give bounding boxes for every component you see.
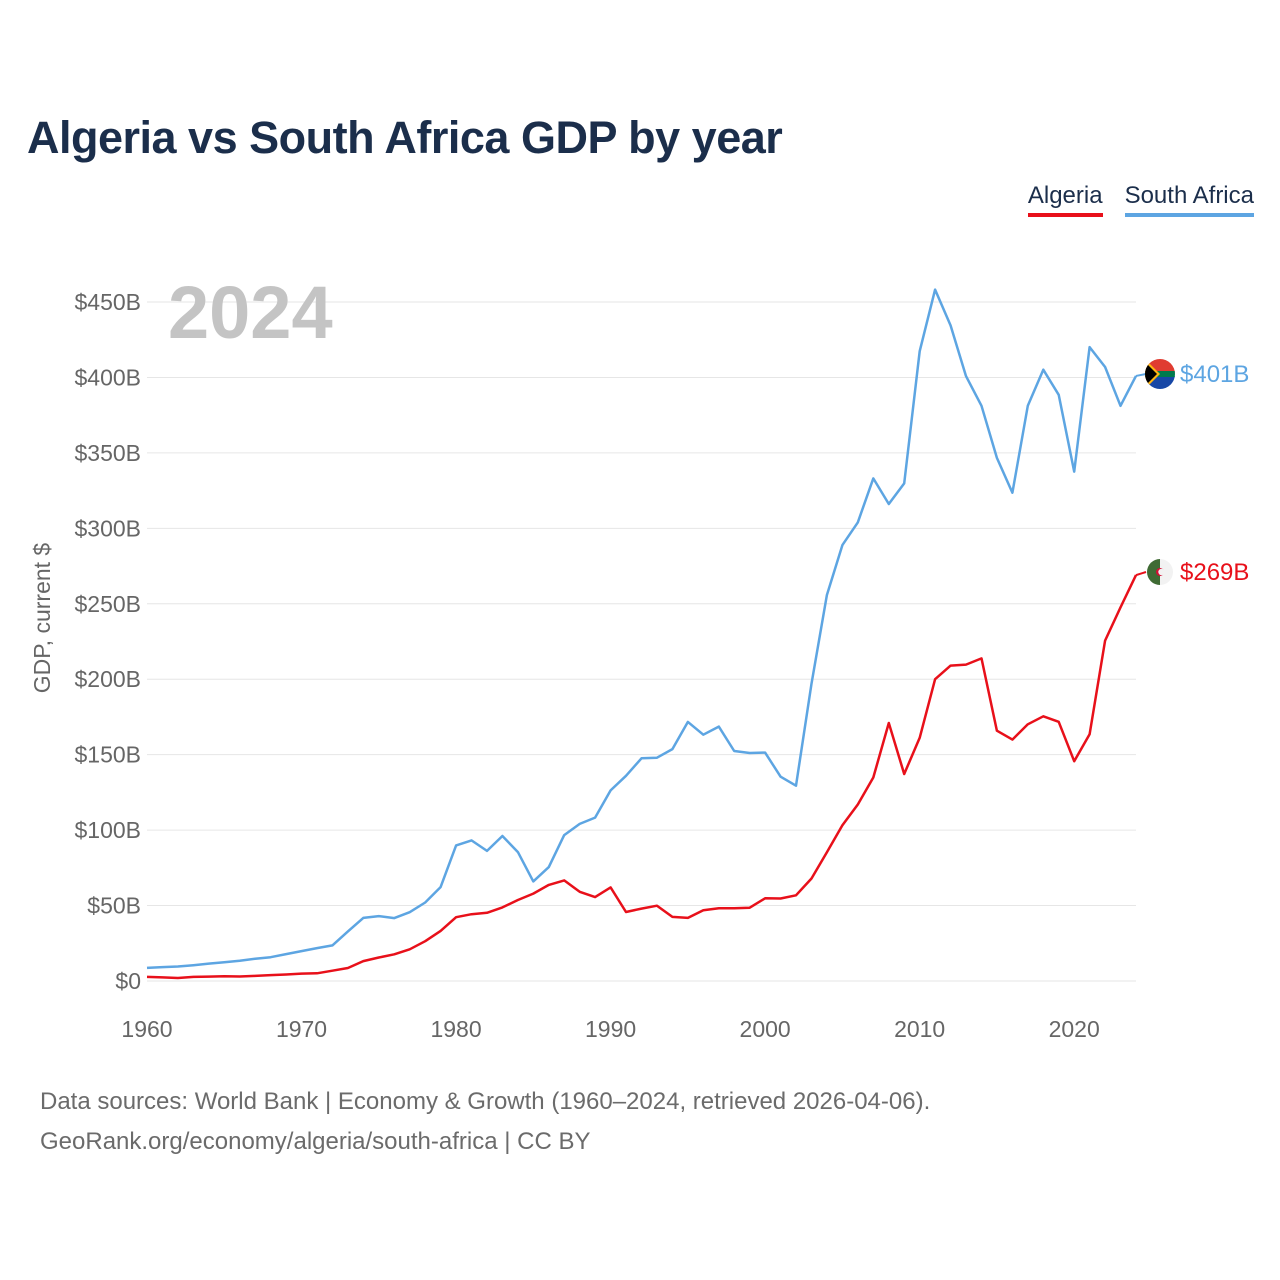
end-connector-south-africa <box>1135 373 1147 377</box>
legend-label-south-africa: South Africa <box>1124 182 1254 209</box>
south-africa-flag-icon <box>1145 359 1175 389</box>
footer-sources: Data sources: World Bank | Economy & Gro… <box>40 1088 931 1115</box>
x-tick-label: 2010 <box>894 1016 945 1042</box>
x-tick-label: 1970 <box>276 1016 327 1042</box>
y-tick-label: $0 <box>115 968 141 994</box>
y-tick-label: $300B <box>74 515 141 541</box>
y-tick-label: $350B <box>74 440 141 466</box>
footer-link[interactable]: GeoRank.org/economy/algeria/south-africa… <box>40 1128 591 1155</box>
end-value-label-algeria: $269B <box>1180 559 1249 586</box>
end-connector-algeria <box>1135 571 1147 577</box>
x-tick-label: 2000 <box>740 1016 791 1042</box>
gridlines <box>147 301 1136 982</box>
legend-label-algeria: Algeria <box>1027 182 1103 209</box>
series-line-south-africa[interactable] <box>146 288 1138 970</box>
x-tick-label: 2020 <box>1049 1016 1100 1042</box>
y-tick-label: $50B <box>87 893 141 919</box>
legend-swatch-south-africa <box>1124 213 1254 217</box>
year-watermark: 2024 <box>168 271 333 354</box>
x-axis-ticks: 1960 1970 1980 1990 2000 2010 2020 <box>121 1016 1099 1042</box>
legend: Algeria South Africa <box>1027 182 1254 217</box>
y-axis-label: GDP, current $ <box>29 543 55 694</box>
y-tick-label: $400B <box>74 364 141 390</box>
x-tick-label: 1960 <box>121 1016 172 1042</box>
y-tick-label: $150B <box>74 742 141 768</box>
series-line-algeria[interactable] <box>146 574 1138 980</box>
footer: Data sources: World Bank | Economy & Gro… <box>40 1082 930 1162</box>
legend-item-south-africa[interactable]: South Africa <box>1124 182 1254 217</box>
legend-item-algeria[interactable]: Algeria <box>1027 182 1103 217</box>
y-tick-label: $100B <box>74 817 141 843</box>
x-tick-label: 1990 <box>585 1016 636 1042</box>
algeria-flag-icon <box>1147 559 1173 585</box>
y-tick-label: $200B <box>74 666 141 692</box>
x-tick-label: 1980 <box>430 1016 481 1042</box>
series-layer: $269B $401B <box>146 288 1249 980</box>
y-tick-label: $250B <box>74 591 141 617</box>
y-axis-ticks: $0 $50B $100B $150B $200B $250B $300B $350B $400… <box>74 289 141 994</box>
end-value-label-south-africa: $401B <box>1180 361 1249 388</box>
chart-title: Algeria vs South Africa GDP by year <box>27 112 783 163</box>
y-tick-label: $450B <box>74 289 141 315</box>
legend-swatch-algeria <box>1027 213 1103 217</box>
